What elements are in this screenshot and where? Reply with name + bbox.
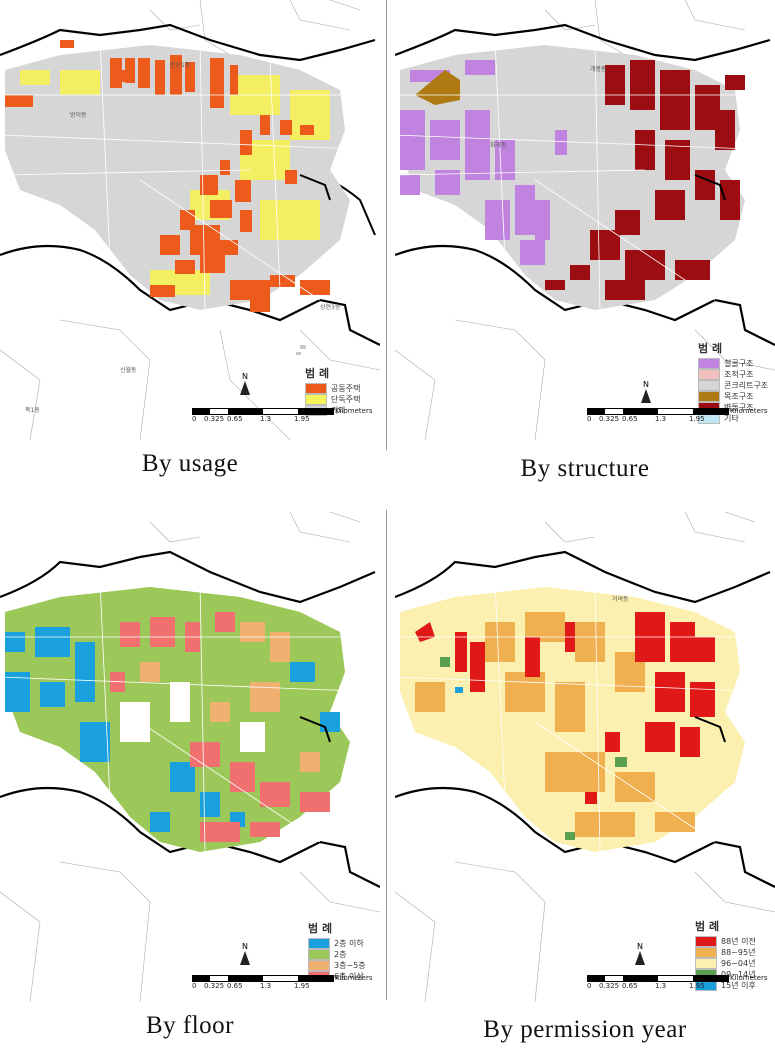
map-floor <box>0 512 380 1002</box>
north-arrow: N <box>638 380 654 403</box>
caption-floor: By floor <box>145 1012 235 1039</box>
place-label: 상현3동 <box>320 304 341 311</box>
place-label: 목1동 <box>25 407 40 414</box>
map-structure <box>395 0 775 440</box>
panel-divider <box>386 0 387 450</box>
map-usage <box>0 0 380 440</box>
map-panel-permission-year: 범 례 88년 이전 88~95년 96~04년 09~14년 15년 이후 N… <box>395 512 775 1002</box>
scale-bar: Kilometers 0 0.325 0.65 1.3 1.95 <box>587 407 768 423</box>
legend-item: 조적구조 <box>698 369 768 380</box>
scale-bar: Kilometers 0 0.325 0.65 1.3 1.95 <box>192 407 373 423</box>
panel-divider <box>386 510 387 1000</box>
legend-permission-year: 범 례 88년 이전 88~95년 96~04년 09~14년 15년 이후 <box>695 920 756 991</box>
legend-item: 88년 이전 <box>695 936 756 947</box>
scale-bar: Kilometers 0 0.325 0.65 1.3 1.95 <box>192 974 373 990</box>
legend-item: 96~04년 <box>695 958 756 969</box>
legend-item: 공동주택 <box>305 383 360 394</box>
legend-item: 철골구조 <box>698 358 768 369</box>
legend-title: 범 례 <box>305 367 330 380</box>
legend-item: 콘크리트구조 <box>698 380 768 391</box>
legend-item: 목조구조 <box>698 391 768 402</box>
legend-item: 2층 <box>308 949 366 960</box>
north-arrow: N <box>632 942 648 965</box>
legend-floor: 범 례 2층 이하 2층 3층~5층 6층 이상 <box>308 922 366 982</box>
place-label: 화곡동 <box>490 142 507 149</box>
legend-item: 3층~5층 <box>308 960 366 971</box>
legend-item: 88~95년 <box>695 947 756 958</box>
map-panel-floor: 범 례 2층 이하 2층 3층~5층 6층 이상 N Kilometers 0 … <box>0 512 380 1002</box>
place-label: 개봉동 <box>590 66 607 73</box>
place-label: 신월동 <box>120 367 137 374</box>
caption-usage: By usage <box>141 450 239 477</box>
north-arrow: N <box>237 372 253 395</box>
map-panel-structure: 범 례 철골구조 조적구조 콘크리트구조 목조구조 벽돌구조 기타 N Kilo… <box>395 0 775 440</box>
legend-item: 2층 이하 <box>308 938 366 949</box>
legend-structure: 범 례 철골구조 조적구조 콘크리트구조 목조구조 벽돌구조 기타 <box>698 342 769 424</box>
scale-bar: Kilometers 0 0.325 0.65 1.3 1.95 <box>587 974 768 990</box>
map-permission-year <box>395 512 775 1002</box>
caption-permission-year: By permission year <box>483 1016 687 1043</box>
legend-item: 단독주택 <box>305 394 360 405</box>
place-label: 거여동 <box>612 596 629 603</box>
place-label: 방이동 <box>70 112 87 119</box>
caption-structure: By structure <box>520 455 650 482</box>
map-panel-usage: 범 례 공동주택 단독주택 기타 N Kilometers 0 0.325 0.… <box>0 0 380 440</box>
place-label: 문산1동 <box>170 62 191 69</box>
north-arrow: N <box>237 942 253 965</box>
